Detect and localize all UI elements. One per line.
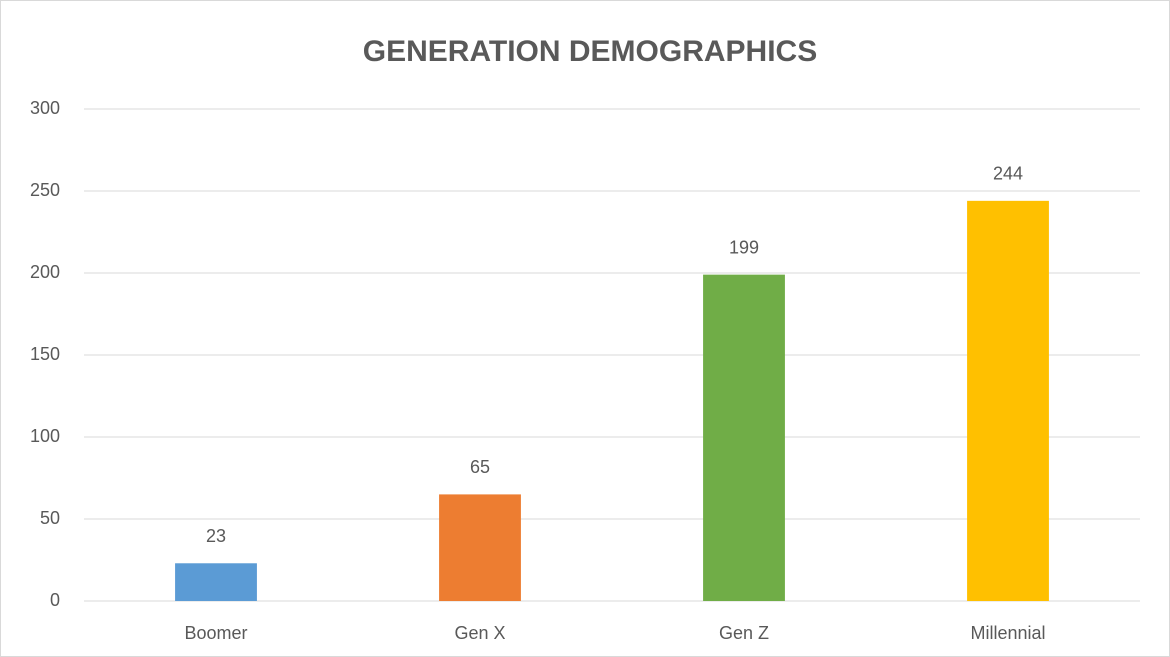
x-tick-label: Gen Z [719, 623, 769, 643]
y-tick-label: 200 [30, 262, 60, 282]
bar [703, 274, 785, 601]
bar [967, 200, 1049, 601]
data-label: 244 [993, 164, 1023, 184]
chart-title: GENERATION DEMOGRAPHICS [363, 35, 817, 68]
y-tick-label: 0 [50, 590, 60, 610]
x-tick-label: Gen X [454, 623, 505, 643]
y-tick-label: 50 [40, 508, 60, 528]
y-tick-label: 100 [30, 426, 60, 446]
y-tick-label: 300 [30, 98, 60, 118]
bar [439, 494, 521, 601]
bar [175, 563, 257, 601]
y-tick-label: 150 [30, 344, 60, 364]
x-tick-label: Millennial [970, 623, 1045, 643]
data-label: 199 [729, 237, 759, 257]
data-label: 23 [206, 526, 226, 546]
data-label: 65 [470, 457, 490, 477]
y-tick-label: 250 [30, 180, 60, 200]
x-tick-label: Boomer [184, 623, 247, 643]
